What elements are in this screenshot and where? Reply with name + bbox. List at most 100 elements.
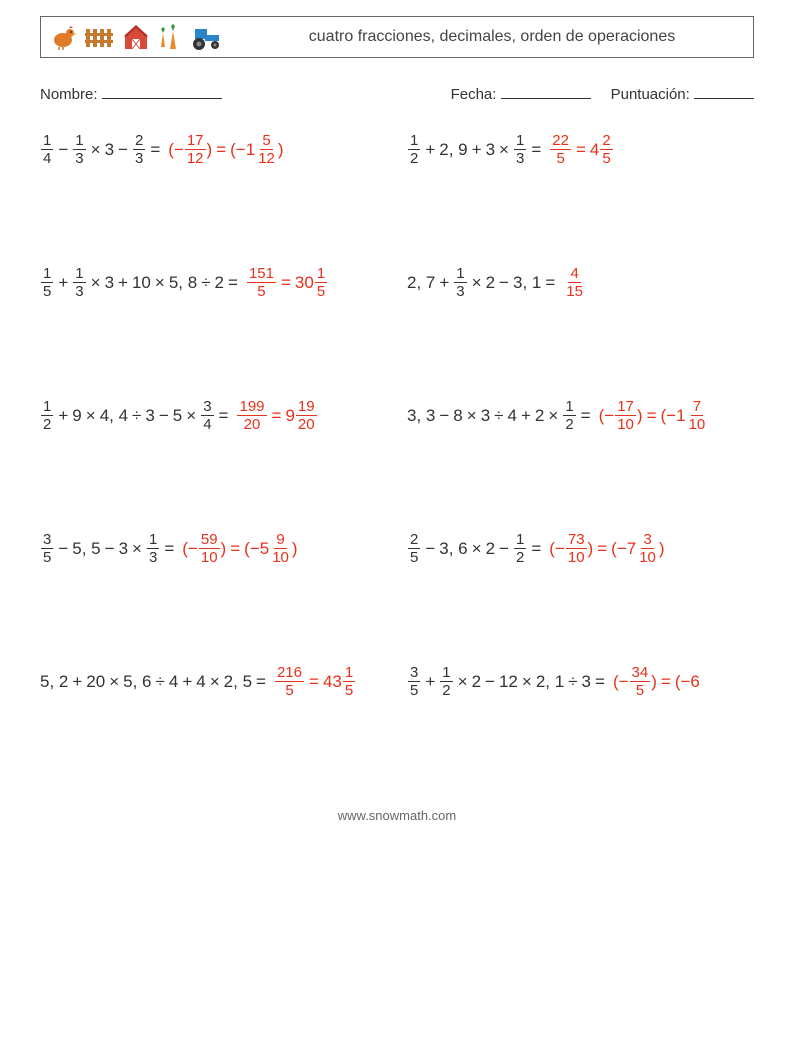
number-text: 20 xyxy=(86,672,105,692)
chicken-icon xyxy=(49,23,77,51)
number-text: ) xyxy=(659,539,665,559)
number-text: 2 xyxy=(486,273,495,293)
operator: × xyxy=(548,406,558,426)
fraction: 35 xyxy=(41,532,53,565)
operator: = xyxy=(545,273,555,293)
number-text: (− xyxy=(549,539,565,559)
operator: = xyxy=(219,406,229,426)
operator: + xyxy=(521,406,531,426)
operator: + xyxy=(425,672,435,692)
number-text: 43 xyxy=(323,672,342,692)
number-text: 3 xyxy=(582,672,591,692)
fraction: 2165 xyxy=(275,665,304,698)
number-text: (− xyxy=(168,140,184,160)
fraction: 13 xyxy=(147,532,159,565)
number-text: 9 xyxy=(285,406,294,426)
footer: www.snowmath.com xyxy=(40,808,754,823)
operator: − xyxy=(58,140,68,160)
number-text: 2 xyxy=(215,273,224,293)
operator: + xyxy=(58,273,68,293)
answer: (−345)=(−6 xyxy=(613,665,700,698)
number-text: ) xyxy=(588,539,594,559)
fraction: 13 xyxy=(454,266,466,299)
number-text: 3 xyxy=(481,406,490,426)
fraction: 225 xyxy=(550,133,571,166)
number-text: 5 xyxy=(173,406,182,426)
number-text: 2 xyxy=(472,672,481,692)
number-text: 5, 5 xyxy=(72,539,100,559)
operator: − xyxy=(439,406,449,426)
expression: 12+9×4, 4÷3−5×34= xyxy=(40,399,232,432)
problem-8: 25−3, 6×2−12=(−7310)=(−7310) xyxy=(407,532,754,565)
worksheet-page: cuatro fracciones, decimales, orden de o… xyxy=(0,0,794,843)
operator: + xyxy=(472,140,482,160)
operator: + xyxy=(425,140,435,160)
problem-3: 15+13×3+10×5, 8÷2=1515=3015 xyxy=(40,266,387,299)
problem-1: 14−13×3−23=(−1712)=(−1512) xyxy=(40,133,387,166)
number-text: ) xyxy=(278,140,284,160)
number-text: 9 xyxy=(72,406,81,426)
number-text: 10 xyxy=(132,273,151,293)
operator: × xyxy=(522,672,532,692)
name-field: Nombre: xyxy=(40,86,421,103)
number-text: 8 xyxy=(453,406,462,426)
operator: + xyxy=(182,672,192,692)
fraction: 14 xyxy=(41,133,53,166)
problem-9: 5, 2+20×5, 6÷4+4×2, 5=2165=4315 xyxy=(40,665,387,698)
fraction: 710 xyxy=(687,399,708,432)
answer: 225=425 xyxy=(549,133,613,166)
problem-2: 12+2, 9+3×13=225=425 xyxy=(407,133,754,166)
operator: × xyxy=(91,273,101,293)
operator: − xyxy=(425,539,435,559)
operator: − xyxy=(499,539,509,559)
number-text: ) xyxy=(637,406,643,426)
barn-icon xyxy=(121,23,151,51)
fraction: 512 xyxy=(256,133,277,166)
operator: ÷ xyxy=(568,672,577,692)
number-text: 5, 2 xyxy=(40,672,68,692)
operator: × xyxy=(132,539,142,559)
expression: 3, 3−8×3÷4+2×12= xyxy=(407,399,595,432)
fraction: 13 xyxy=(514,133,526,166)
operator: − xyxy=(118,140,128,160)
operator: × xyxy=(458,672,468,692)
number-text: 2, 1 xyxy=(536,672,564,692)
fraction: 25 xyxy=(408,532,420,565)
fraction: 12 xyxy=(440,665,452,698)
operator: × xyxy=(86,406,96,426)
number-text: (−6 xyxy=(675,672,700,692)
number-text: 3 xyxy=(145,406,154,426)
operator: × xyxy=(109,672,119,692)
number-text: ) xyxy=(292,539,298,559)
number-text: (−1 xyxy=(661,406,686,426)
operator: = xyxy=(228,273,238,293)
answer: 1515=3015 xyxy=(246,266,328,299)
expression: 5, 2+20×5, 6÷4+4×2, 5= xyxy=(40,672,270,692)
answer: (−1710)=(−1710 xyxy=(599,399,709,432)
number-text: 2, 7 xyxy=(407,273,435,293)
number-text: 2, 9 xyxy=(439,140,467,160)
worksheet-title: cuatro fracciones, decimales, orden de o… xyxy=(231,26,753,48)
fraction: 13 xyxy=(73,133,85,166)
fraction: 15 xyxy=(41,266,53,299)
number-text: 5, 8 xyxy=(169,273,197,293)
fraction: 1515 xyxy=(247,266,276,299)
name-label: Nombre: xyxy=(40,86,98,103)
operator: + xyxy=(58,406,68,426)
number-text: 4, 4 xyxy=(100,406,128,426)
operator: + xyxy=(439,273,449,293)
fraction: 34 xyxy=(201,399,213,432)
number-text: 3 xyxy=(486,140,495,160)
answer: (−5910)=(−5910) xyxy=(182,532,297,565)
number-text: 2 xyxy=(535,406,544,426)
fraction: 15 xyxy=(343,665,355,698)
info-line: Nombre: Fecha: Puntuación: xyxy=(40,86,754,103)
expression: 15+13×3+10×5, 8÷2= xyxy=(40,266,242,299)
operator: − xyxy=(58,539,68,559)
number-text: 4 xyxy=(169,672,178,692)
fraction: 415 xyxy=(564,266,585,299)
header-bar: cuatro fracciones, decimales, orden de o… xyxy=(40,16,754,58)
fraction: 1920 xyxy=(296,399,317,432)
problem-4: 2, 7+13×2−3, 1=415 xyxy=(407,266,754,299)
expression: 2, 7+13×2−3, 1= xyxy=(407,266,559,299)
